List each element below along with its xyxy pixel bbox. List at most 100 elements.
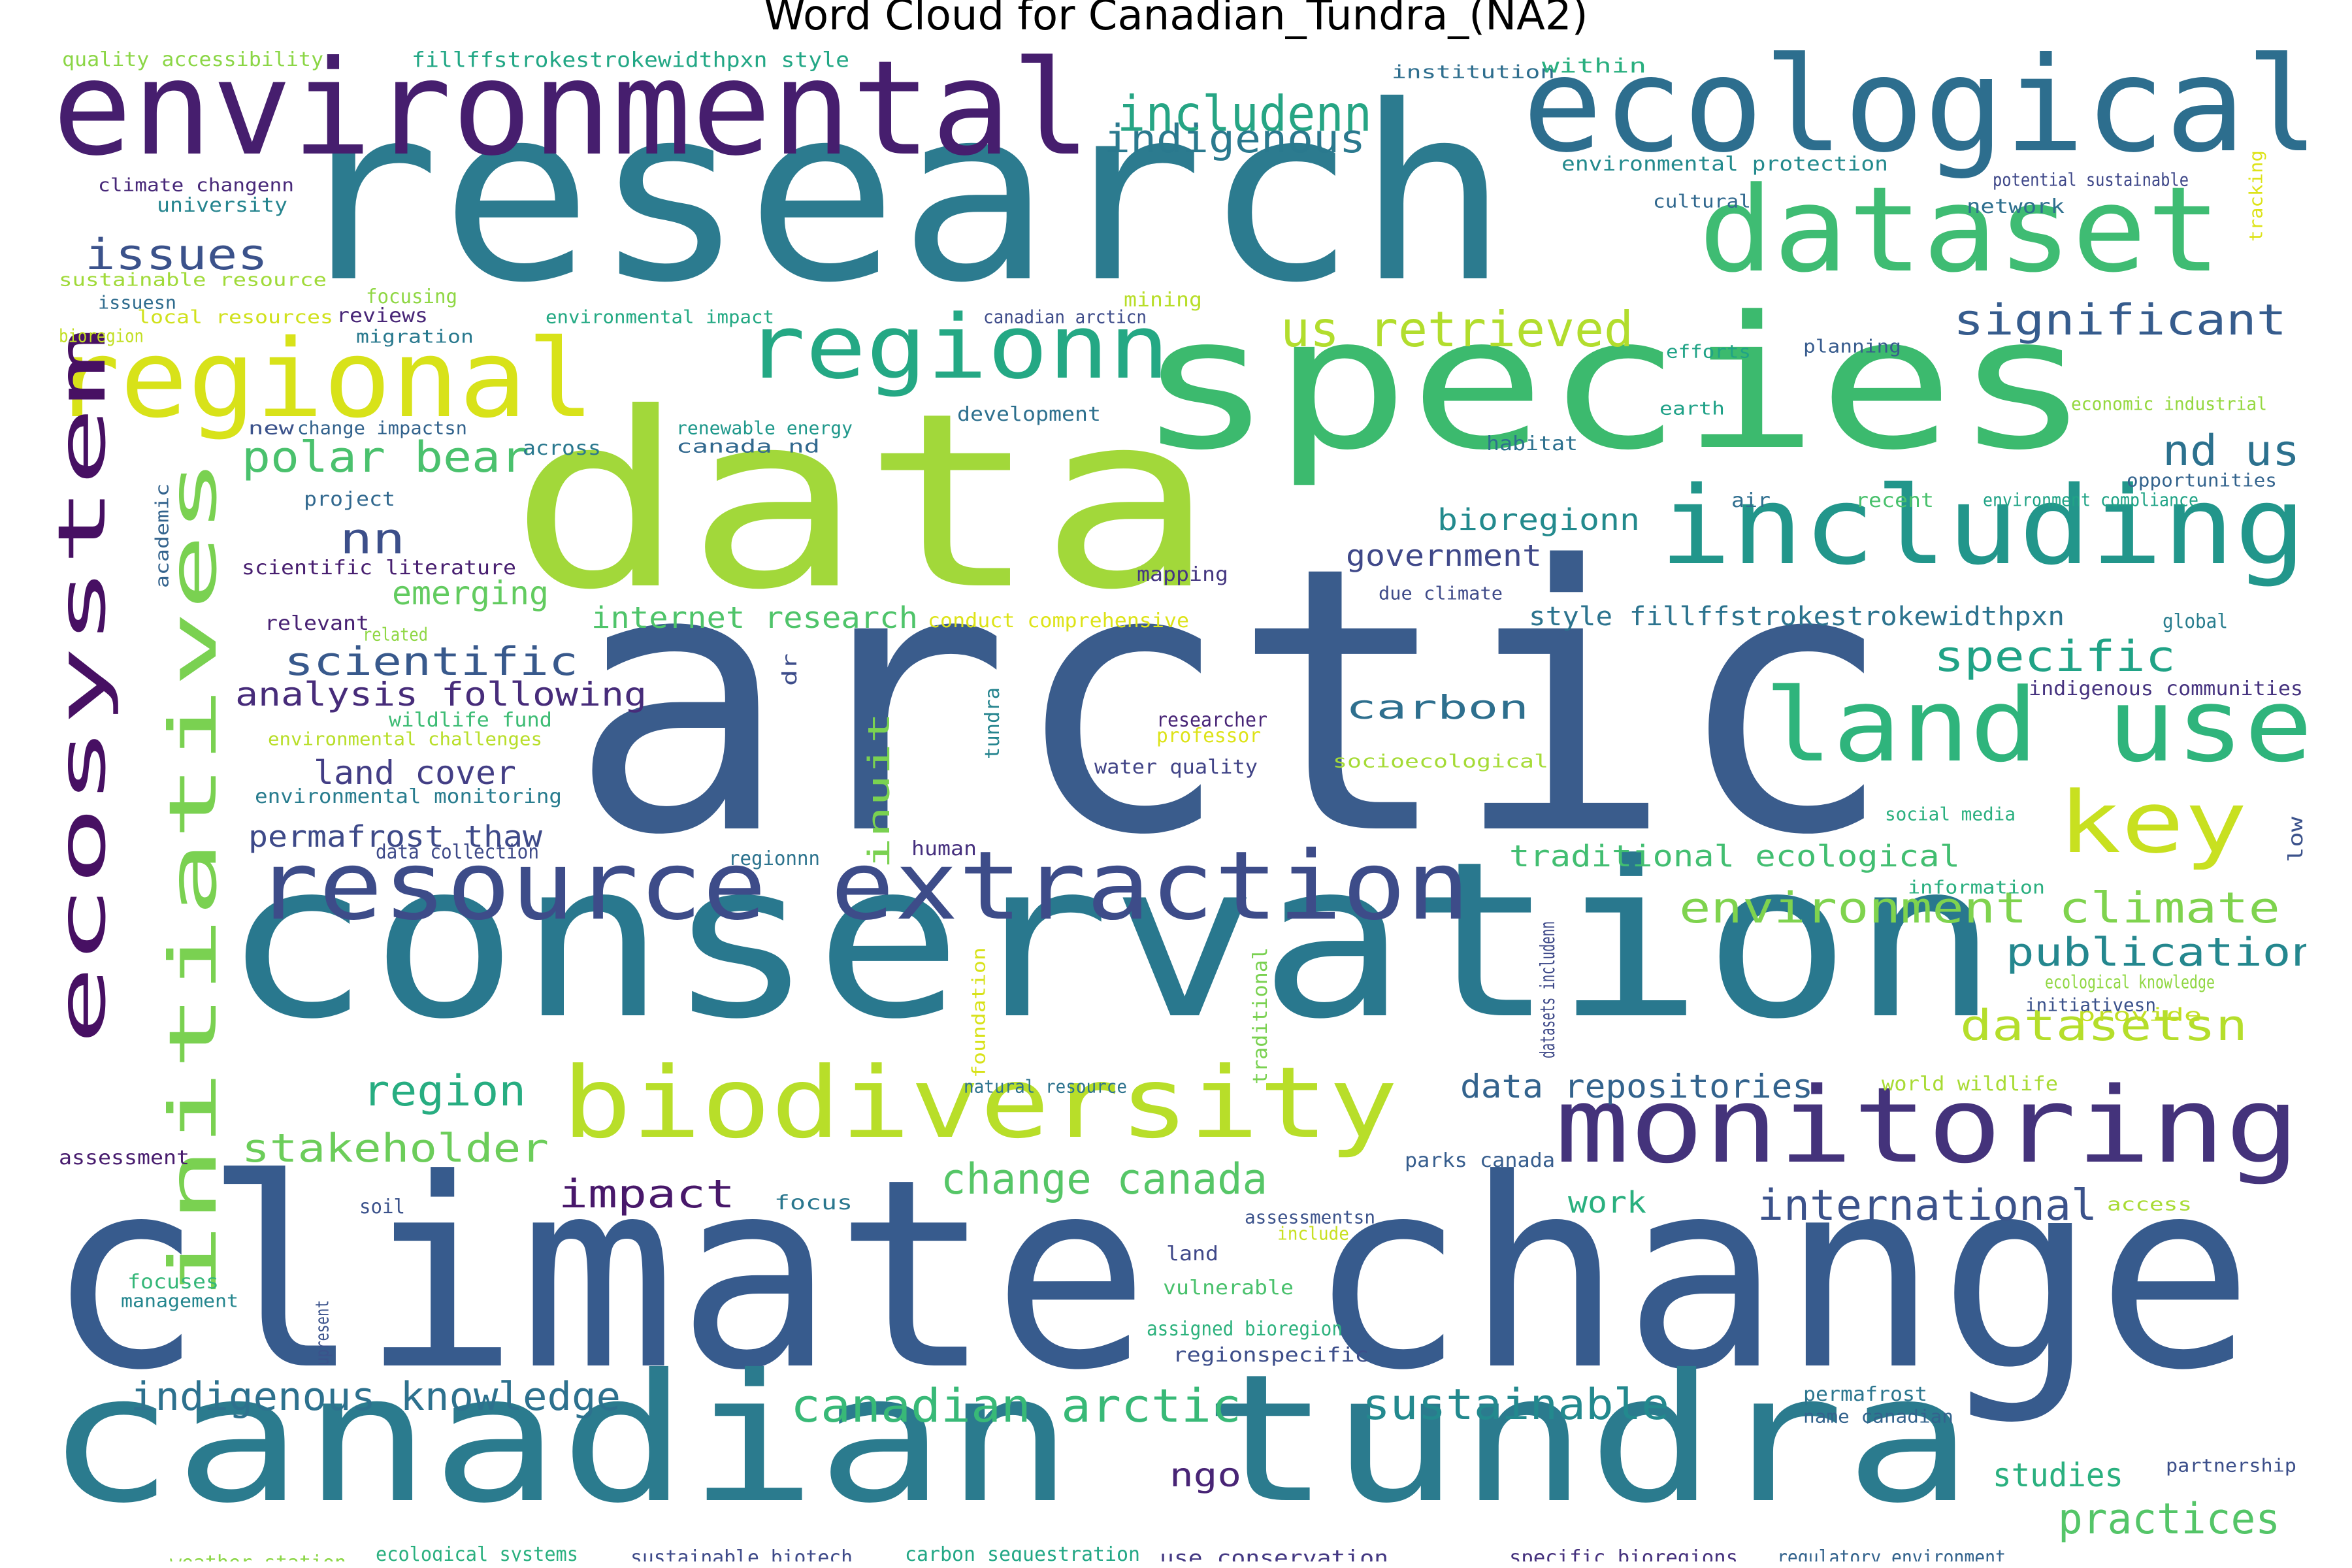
word-mining: mining [1124, 289, 1202, 312]
word-indigenous: indigenous [1104, 116, 1365, 162]
word-assessment: assessment [59, 1147, 189, 1169]
word-studies: studies [1993, 1456, 2123, 1494]
word-economic-industrial: economic industrial [2071, 393, 2267, 414]
word-traditional-ecological: traditional ecological [1509, 839, 1960, 874]
word-use-conservation: use conservation [1160, 1546, 1388, 1561]
word-social-media: social media [1885, 803, 2016, 825]
word-including: including [1659, 463, 2306, 589]
word-land-use: land use [1764, 666, 2306, 785]
word-provide: provide [2078, 1004, 2202, 1025]
word-focuses: focuses [127, 1271, 219, 1294]
word-assessmentsn: assessmentsn [1245, 1206, 1375, 1228]
word-include: include [1277, 1222, 1349, 1244]
word-indigenous-knowledge: indigenous knowledge [131, 1374, 621, 1420]
word-dataset: dataset [1699, 162, 2221, 299]
word-bioregion: bioregion [59, 325, 144, 346]
word-name-canadian: name canadian [1803, 1405, 1953, 1427]
word-soil: soil [359, 1196, 405, 1218]
word-regionspecific: regionspecific [1173, 1344, 1369, 1367]
word-region: region [363, 1067, 526, 1116]
word-climate-changenn: climate changenn [98, 174, 294, 195]
word-scientific: scientific [284, 639, 578, 685]
word-initiativesn: initiativesn [2025, 994, 2156, 1015]
word-weather-station: weather station [170, 1552, 346, 1561]
word-project: project [304, 488, 395, 511]
word-regionnn: regionnn [728, 847, 820, 870]
word-reviews: reviews [336, 304, 428, 327]
word-data-repositories: data repositories [1460, 1068, 1813, 1105]
word-human: human [911, 838, 977, 860]
word-environmental-monitoring: environmental monitoring [255, 785, 562, 808]
word-canadian-arctic: canadian arctic [791, 1379, 1241, 1433]
word-key: key [2058, 773, 2247, 872]
word-canadian-tundra: canadian tundra [46, 1336, 1973, 1542]
word-international: international [1757, 1181, 2097, 1230]
word-opportunities: opportunities [2127, 469, 2277, 491]
word-us-retrieved: us retrieved [1281, 301, 1633, 358]
word-ecological: ecological [1522, 46, 2306, 182]
word-practices: practices [2058, 1495, 2280, 1544]
word-environmental-protection: environmental protection [1561, 153, 1888, 176]
word-ngo: ngo [1169, 1456, 1241, 1494]
word-nd-us: nd us [2163, 427, 2300, 476]
word-polar-bear: polar bear [242, 433, 529, 482]
word-low: low [2285, 816, 2306, 862]
word-planning: planning [1803, 335, 1901, 357]
word-environmental-impact: environmental impact [546, 306, 774, 327]
word-permafrost-thaw: permafrost thaw [248, 819, 543, 854]
word-tundra: tundra [981, 687, 1004, 759]
word-emerging: emerging [392, 574, 549, 612]
word-partnership: partnership [2166, 1454, 2296, 1476]
word-information: information [1908, 876, 2045, 898]
word-stakeholder: stakeholder [242, 1126, 549, 1171]
word-canadian-arcticn: canadian arcticn [983, 306, 1147, 327]
word-within: within [1542, 55, 1646, 78]
word-species: species [1137, 278, 2091, 491]
word-cloud-canvas: arctic research climate change conservation… [46, 46, 2306, 1561]
word-includenn: includenn [1117, 85, 1372, 142]
word-sustainable-biotech: sustainable biotech [630, 1546, 853, 1561]
word-migration: migration [356, 325, 474, 347]
word-earth: earth [1659, 397, 1725, 419]
word-fillffstrokestrokewidthpxn-style: fillffstrokestrokewidthpxn style [412, 48, 849, 73]
word-efforts: efforts [1666, 340, 1751, 362]
word-carbon: carbon [1346, 689, 1529, 727]
word-academic: academic [151, 483, 172, 588]
word-new: new [248, 417, 294, 438]
word-network: network [1967, 195, 2065, 218]
word-ecological-knowledge: ecological knowledge [2045, 971, 2215, 992]
word-change-impactsn: change impactsn [297, 417, 467, 438]
word-cultural: cultural [1653, 190, 1751, 212]
word-inuit: inuit [862, 712, 896, 869]
word-publication: publication [2006, 930, 2306, 975]
word-data-collection: data collection [376, 841, 539, 864]
word-local-resources: local resources [137, 306, 333, 327]
word-specific: specific [1934, 632, 2176, 681]
word-air: air [1731, 489, 1771, 512]
word-data: data [510, 362, 1215, 643]
word-monitoring: monitoring [1555, 1064, 2300, 1186]
word-access: access [2107, 1193, 2192, 1215]
word-foundation: foundation [968, 947, 989, 1078]
word-conduct-comprehensive: conduct comprehensive [928, 610, 1189, 632]
word-management: management [121, 1290, 238, 1311]
word-tracking: tracking [2245, 150, 2266, 242]
word-conservation: conservation [222, 815, 1999, 1066]
word-sustainable: sustainable [1362, 1380, 1669, 1429]
word-ecosystem: ecosystem [46, 327, 120, 1045]
word-issues: issues [85, 231, 268, 280]
word-specific-bioregions: specific bioregions [1509, 1546, 1738, 1561]
word-vulnerable: vulnerable [1163, 1277, 1294, 1299]
word-recent: recent [1855, 489, 1934, 512]
word-upresent: upresent [311, 1300, 333, 1365]
word-global: global [2163, 610, 2228, 633]
word-issuesn: issuesn [98, 291, 176, 313]
word-land-cover: land cover [314, 754, 516, 792]
word-ecological-systems: ecological systems [376, 1543, 578, 1561]
word-climate-change: climate change [46, 1124, 2254, 1428]
word-datasets-includenn: datasets includenn [1537, 921, 1560, 1058]
word-world-wildlife: world wildlife [1882, 1073, 2058, 1096]
word-due-climate: due climate [1379, 582, 1503, 604]
word-initiatives: initiatives [155, 457, 231, 1300]
word-renewable-energy: renewable energy [676, 417, 853, 438]
